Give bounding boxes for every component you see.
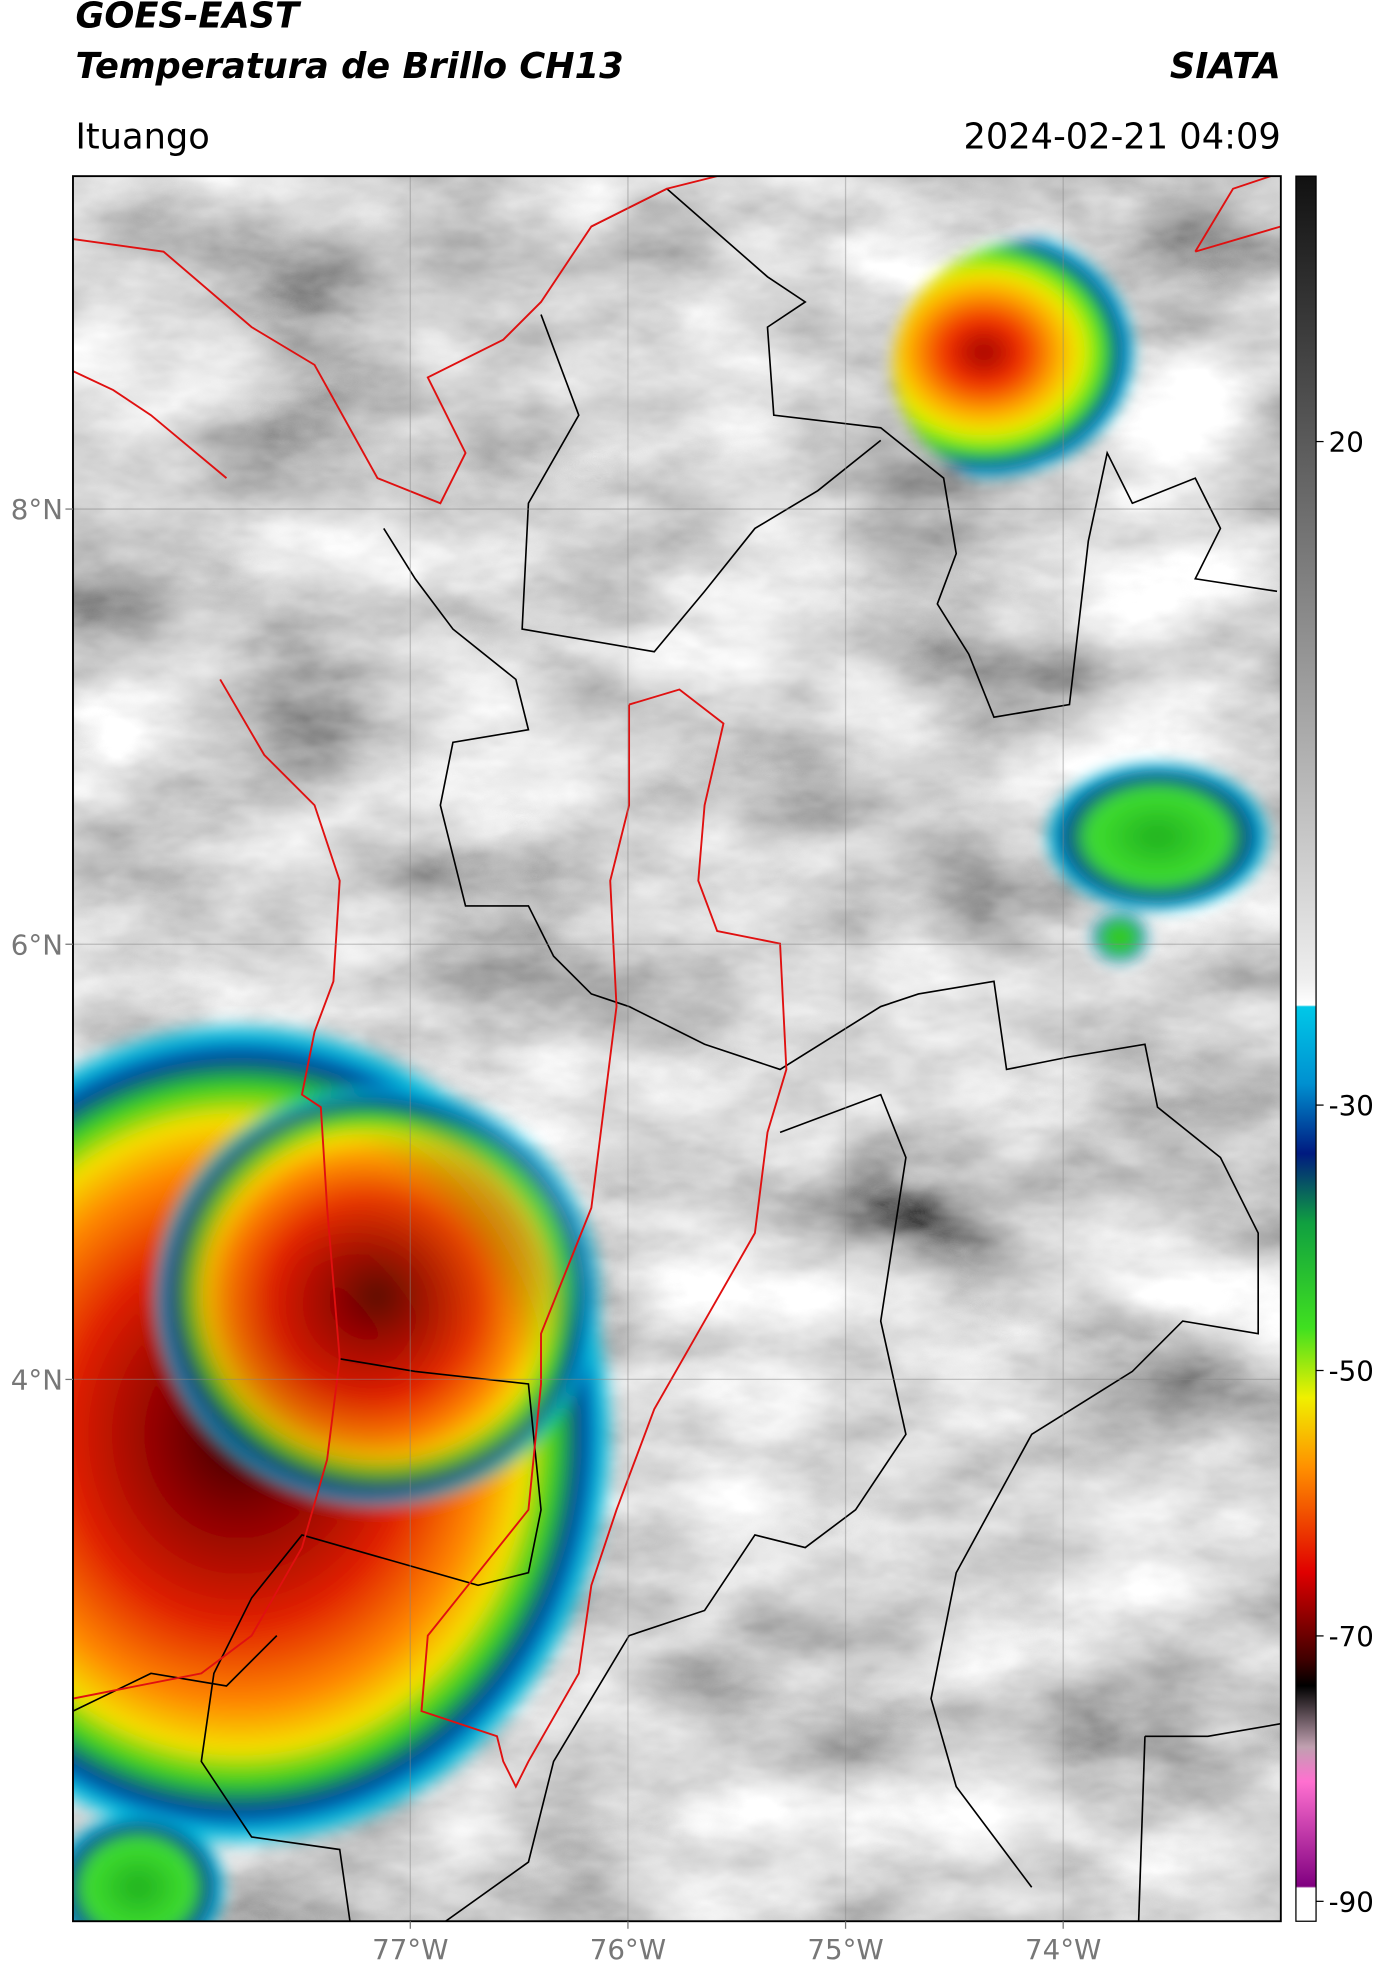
colorbar — [1295, 175, 1317, 1922]
department-borders — [72, 187, 1281, 1922]
colorbar-tick-label: 20 — [1329, 426, 1364, 459]
title-line-2: Temperatura de Brillo CH13 — [75, 46, 623, 87]
colorbar-tick-label: -30 — [1329, 1089, 1374, 1122]
map-image — [72, 176, 1281, 1922]
colorbar-tick-label: -90 — [1329, 1885, 1374, 1918]
y-tick-label: 4°N — [11, 1363, 63, 1396]
x-tick-label: 77°W — [372, 1933, 448, 1966]
y-tick-label: 8°N — [11, 493, 63, 526]
location: Ituango — [75, 116, 209, 157]
x-tick-label: 74°W — [1025, 1933, 1101, 1966]
y-tick-label: 6°N — [11, 928, 63, 961]
map-frame — [72, 175, 1282, 1923]
colorbar-tick-label: -70 — [1329, 1620, 1374, 1653]
x-tick-label: 76°W — [590, 1933, 666, 1966]
title-line-1: GOES-EAST — [75, 0, 302, 37]
graticule — [72, 176, 1281, 1922]
x-tick-label: 75°W — [807, 1933, 883, 1966]
storms — [72, 239, 1271, 1922]
source: SIATA — [1170, 46, 1281, 87]
datetime: 2024-02-21 04:09 — [963, 116, 1280, 157]
colorbar-tick-label: -50 — [1329, 1355, 1374, 1388]
red-boundaries — [72, 176, 1281, 1789]
